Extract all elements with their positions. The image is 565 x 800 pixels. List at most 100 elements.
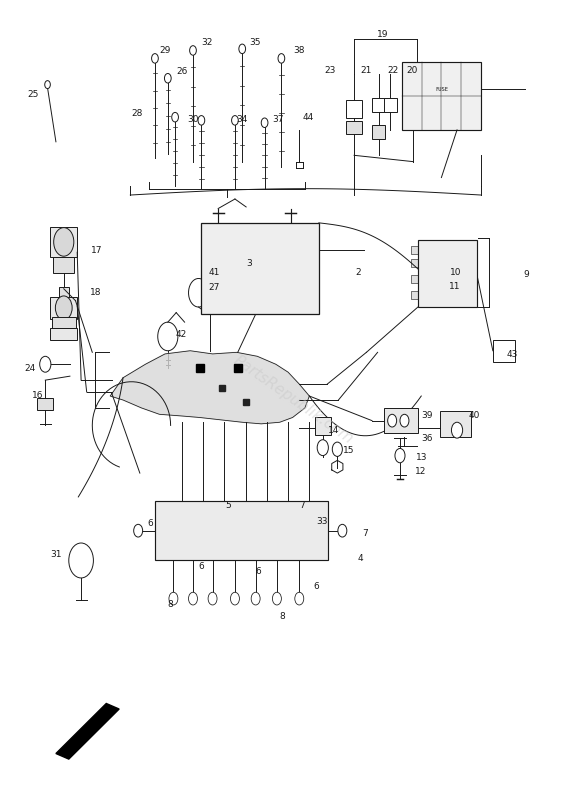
Text: 24: 24 bbox=[24, 364, 35, 373]
Bar bbox=[155, 501, 328, 561]
Text: 15: 15 bbox=[343, 446, 354, 454]
Text: 6: 6 bbox=[147, 519, 153, 529]
Bar bbox=[411, 259, 418, 267]
Bar bbox=[50, 297, 77, 319]
Text: 34: 34 bbox=[237, 115, 248, 124]
Text: 10: 10 bbox=[450, 268, 462, 278]
Text: 36: 36 bbox=[421, 434, 433, 443]
Circle shape bbox=[172, 113, 179, 122]
Text: 25: 25 bbox=[28, 90, 39, 98]
Bar bbox=[418, 239, 477, 307]
Bar bbox=[201, 223, 319, 314]
Polygon shape bbox=[110, 350, 310, 424]
Text: 18: 18 bbox=[89, 288, 101, 298]
Bar bbox=[384, 98, 397, 113]
Text: 37: 37 bbox=[272, 115, 284, 124]
Circle shape bbox=[54, 228, 74, 256]
Bar bbox=[50, 227, 77, 257]
Circle shape bbox=[45, 81, 50, 89]
Bar bbox=[411, 291, 418, 299]
Circle shape bbox=[295, 592, 304, 605]
Text: 28: 28 bbox=[131, 110, 142, 118]
Bar bbox=[411, 246, 418, 254]
Text: 17: 17 bbox=[91, 246, 103, 255]
Circle shape bbox=[134, 524, 142, 537]
Bar bbox=[59, 287, 69, 297]
Text: 12: 12 bbox=[415, 467, 426, 476]
Text: 7: 7 bbox=[362, 529, 368, 538]
Text: 9: 9 bbox=[523, 270, 529, 279]
Circle shape bbox=[388, 414, 397, 427]
Text: 23: 23 bbox=[324, 66, 336, 75]
Circle shape bbox=[251, 592, 260, 605]
Text: 29: 29 bbox=[159, 46, 171, 55]
Bar bbox=[346, 121, 362, 134]
Text: 40: 40 bbox=[468, 411, 480, 420]
Text: 31: 31 bbox=[50, 550, 62, 559]
Text: 27: 27 bbox=[208, 282, 220, 292]
Text: 19: 19 bbox=[377, 30, 389, 39]
Circle shape bbox=[338, 524, 347, 537]
Circle shape bbox=[231, 592, 240, 605]
Circle shape bbox=[395, 449, 405, 462]
Circle shape bbox=[278, 54, 285, 63]
Circle shape bbox=[189, 592, 197, 605]
Circle shape bbox=[151, 54, 158, 63]
Text: FUSE: FUSE bbox=[435, 87, 448, 92]
Circle shape bbox=[164, 74, 171, 83]
Bar bbox=[53, 257, 75, 273]
Text: PartsRepublik.com: PartsRepublik.com bbox=[231, 353, 357, 447]
Circle shape bbox=[40, 356, 51, 372]
Text: 20: 20 bbox=[407, 66, 418, 75]
Circle shape bbox=[69, 543, 93, 578]
Circle shape bbox=[208, 592, 217, 605]
Text: 38: 38 bbox=[294, 46, 305, 55]
Circle shape bbox=[202, 270, 215, 289]
Circle shape bbox=[261, 118, 268, 127]
Bar bbox=[315, 418, 331, 435]
Text: 42: 42 bbox=[175, 330, 186, 338]
Text: 13: 13 bbox=[416, 453, 427, 462]
Circle shape bbox=[451, 422, 463, 438]
Text: 3: 3 bbox=[246, 259, 252, 268]
Bar bbox=[493, 340, 515, 362]
Text: 32: 32 bbox=[201, 38, 213, 47]
Text: 2: 2 bbox=[355, 268, 361, 278]
Bar bbox=[372, 125, 385, 139]
Text: 41: 41 bbox=[208, 268, 220, 278]
Text: 8: 8 bbox=[168, 600, 173, 609]
Circle shape bbox=[169, 592, 178, 605]
Text: 6: 6 bbox=[255, 567, 262, 576]
Text: 22: 22 bbox=[388, 66, 399, 75]
Bar bbox=[411, 275, 418, 283]
Text: 8: 8 bbox=[280, 611, 285, 621]
Text: 21: 21 bbox=[360, 66, 372, 75]
Circle shape bbox=[239, 44, 246, 54]
Text: 16: 16 bbox=[32, 390, 43, 400]
Bar bbox=[37, 398, 53, 410]
Bar bbox=[384, 408, 418, 434]
Text: 14: 14 bbox=[328, 426, 340, 434]
Circle shape bbox=[400, 414, 409, 427]
Bar bbox=[372, 98, 385, 113]
Circle shape bbox=[55, 296, 72, 320]
Circle shape bbox=[332, 442, 342, 457]
Circle shape bbox=[158, 322, 178, 350]
Text: 6: 6 bbox=[313, 582, 319, 591]
Text: 35: 35 bbox=[249, 38, 260, 47]
Text: 7: 7 bbox=[299, 501, 305, 510]
Bar bbox=[402, 62, 481, 130]
Text: 11: 11 bbox=[449, 282, 460, 291]
Text: 5: 5 bbox=[225, 501, 231, 510]
Text: 39: 39 bbox=[421, 411, 433, 420]
Circle shape bbox=[317, 440, 328, 456]
Bar bbox=[52, 318, 76, 329]
Polygon shape bbox=[56, 703, 119, 759]
Bar bbox=[50, 328, 77, 341]
Circle shape bbox=[198, 115, 205, 125]
Text: 30: 30 bbox=[188, 115, 199, 124]
Circle shape bbox=[190, 46, 197, 55]
Circle shape bbox=[272, 592, 281, 605]
Text: 6: 6 bbox=[198, 562, 205, 571]
Text: 26: 26 bbox=[176, 67, 188, 76]
